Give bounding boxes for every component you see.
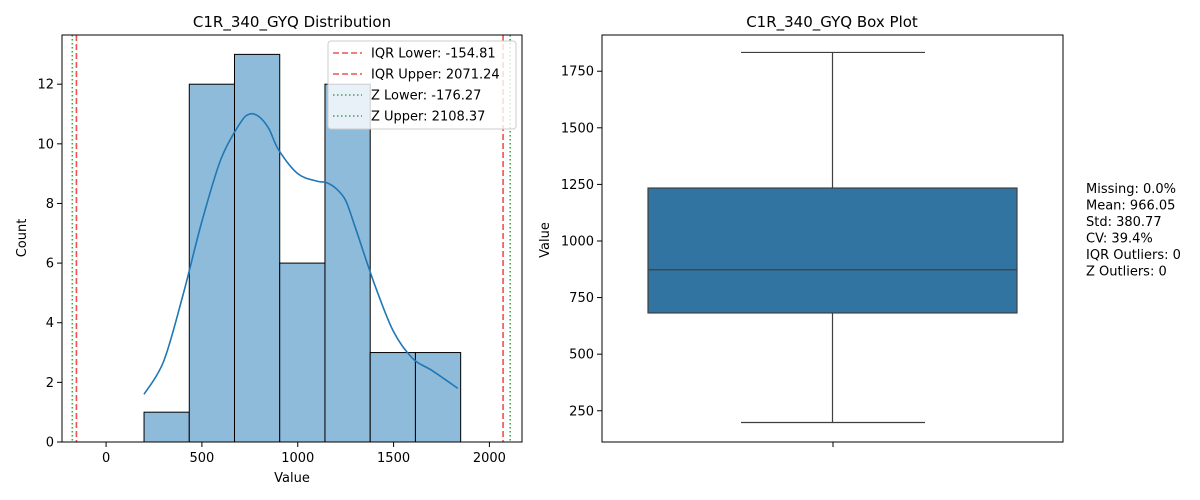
y-tick-label: 10	[37, 137, 54, 152]
x-tick-label: 500	[190, 451, 215, 466]
y-tick-label: 1750	[561, 65, 594, 80]
y-tick-label: 1250	[561, 178, 594, 193]
histogram-x-ticks: 0 500 1000 1500 2000	[102, 442, 506, 466]
histogram-axes-frame	[61, 34, 523, 443]
legend-entry: IQR Upper: 2071.24	[371, 68, 500, 83]
stat-line: CV: 39.4%	[1086, 232, 1153, 247]
y-tick-label: 750	[569, 291, 594, 306]
histogram-y-label: Count	[15, 219, 30, 258]
y-tick-label: 4	[46, 316, 54, 331]
stat-line: Mean: 966.05	[1086, 199, 1175, 214]
histogram-panel: C1R_340_GYQ Distribution 0 500 1000 1500 200…	[15, 13, 523, 486]
histogram-bar	[143, 411, 190, 443]
y-tick-label: 12	[37, 78, 54, 93]
legend: IQR Lower: -154.81 IQR Upper: 2071.24 Z Lo…	[327, 40, 517, 130]
stat-line: Z Outliers: 0	[1086, 265, 1167, 280]
y-tick-label: 1000	[561, 234, 594, 249]
histogram-bars	[143, 53, 462, 443]
y-tick-label: 6	[46, 257, 54, 272]
boxplot-elements	[647, 51, 1018, 424]
iqr-box	[647, 187, 1018, 314]
boxplot-y-ticks: 250 500 750 1000 1250 1500 1750	[561, 65, 602, 419]
y-tick-label: 1500	[561, 121, 594, 136]
histogram-bar	[369, 352, 416, 443]
histogram-bar	[279, 262, 326, 443]
x-tick-label: 2000	[473, 451, 506, 466]
y-tick-label: 2	[46, 376, 54, 391]
y-tick-label: 8	[46, 197, 54, 212]
x-tick-label: 0	[102, 451, 110, 466]
legend-entry: Z Lower: -176.27	[371, 89, 481, 104]
y-tick-label: 250	[569, 404, 594, 419]
stat-line: Missing: 0.0%	[1086, 182, 1176, 197]
boxplot-title: C1R_340_GYQ Box Plot	[746, 13, 918, 32]
stat-line: IQR Outliers: 0	[1086, 248, 1181, 263]
stat-line: Std: 380.77	[1086, 215, 1162, 230]
y-tick-label: 0	[46, 436, 54, 451]
x-tick-label: 1000	[281, 451, 314, 466]
y-tick-label: 500	[569, 348, 594, 363]
legend-box	[327, 40, 517, 130]
histogram-bar	[234, 53, 281, 443]
x-tick-label: 1500	[377, 451, 410, 466]
legend-entry: Z Upper: 2108.37	[371, 110, 485, 125]
legend-entry: IQR Lower: -154.81	[371, 47, 496, 62]
histogram-x-label: Value	[274, 471, 310, 486]
histogram-bar	[324, 83, 371, 443]
boxplot-panel: C1R_340_GYQ Box Plot 250 500 750 1000 1250 15…	[538, 13, 1064, 447]
kde-curve	[143, 112, 459, 395]
histogram-y-ticks: 0 2 4 6 8 10 12	[37, 78, 62, 451]
boxplot-y-label: Value	[538, 222, 553, 258]
histogram-bar	[188, 83, 235, 443]
histogram-title: C1R_340_GYQ Distribution	[193, 13, 391, 32]
